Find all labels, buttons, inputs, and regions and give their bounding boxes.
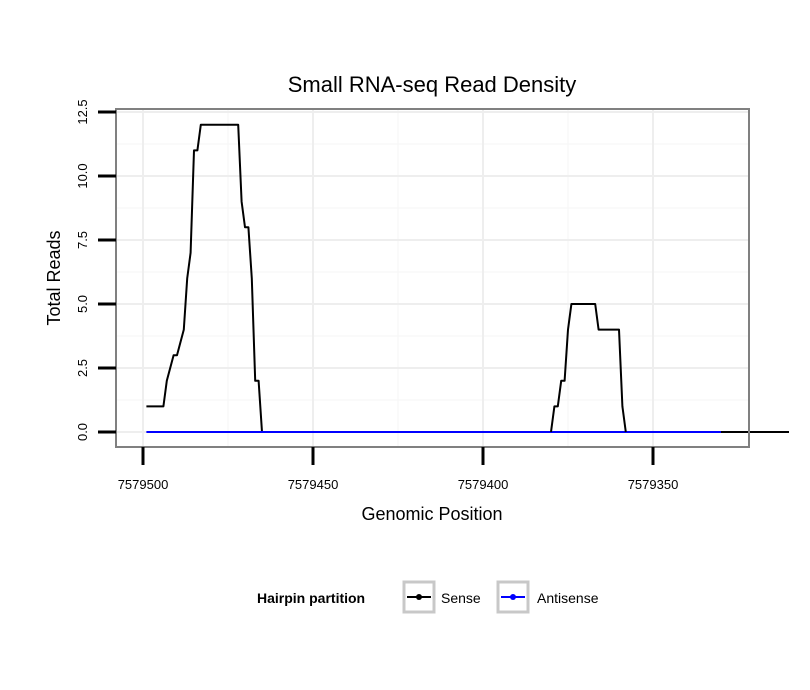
series-layer	[146, 123, 789, 433]
plot-border	[115, 108, 750, 448]
y-axis-title: Total Reads	[44, 230, 64, 325]
legend-point-antisense	[510, 594, 516, 600]
y-tick-label: 7.5	[75, 231, 90, 249]
plot-background	[116, 109, 749, 447]
legend-title: Hairpin partition	[257, 590, 365, 606]
x-tick-label: 7579400	[458, 477, 509, 492]
y-tick-label: 0.0	[75, 423, 90, 441]
y-axis: 0.0 2.5 5.0 7.5 10.0 12.5	[75, 99, 116, 441]
y-tick-label: 12.5	[75, 99, 90, 124]
series-line-sense-2	[550, 303, 627, 433]
legend: Hairpin partition Sense Antisense	[257, 580, 599, 614]
x-axis: 7579500 7579450 7579400 7579350	[118, 447, 679, 492]
grid-lines	[116, 109, 749, 447]
y-tick-label: 2.5	[75, 359, 90, 377]
x-tick-label: 7579500	[118, 477, 169, 492]
legend-label-antisense: Antisense	[537, 590, 599, 606]
legend-entry-sense: Sense	[402, 580, 481, 614]
x-tick-label: 7579450	[288, 477, 339, 492]
x-tick-label: 7579350	[628, 477, 679, 492]
legend-point-sense	[416, 594, 422, 600]
legend-label-sense: Sense	[441, 590, 481, 606]
y-tick-label: 5.0	[75, 295, 90, 313]
plot-panel	[116, 109, 749, 447]
legend-entry-antisense: Antisense	[496, 580, 599, 614]
chart-title: Small RNA-seq Read Density	[288, 72, 577, 97]
x-axis-title: Genomic Position	[361, 504, 502, 524]
y-tick-label: 10.0	[75, 163, 90, 188]
